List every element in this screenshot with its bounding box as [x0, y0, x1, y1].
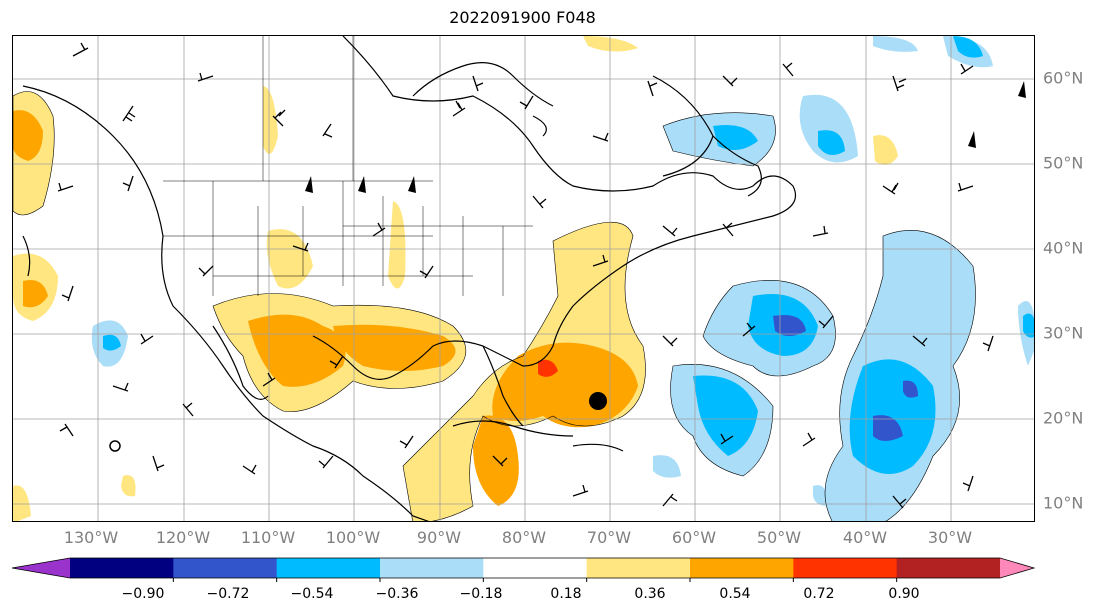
lon-label: 90°W	[416, 528, 462, 547]
coastlines	[22, 36, 797, 521]
map-panel	[12, 35, 1035, 522]
negative-anomaly-fill	[91, 36, 1034, 521]
gridlines	[13, 36, 1034, 521]
colorbar	[11, 557, 1036, 582]
colorbar-segment	[483, 558, 588, 578]
colorbar-segment	[896, 558, 1001, 578]
colorbar-segment	[173, 558, 278, 578]
lat-label: 60°N	[1043, 68, 1084, 88]
lon-label: 80°W	[501, 528, 547, 547]
lon-label: 70°W	[586, 528, 632, 547]
lon-label: 30°W	[927, 528, 973, 547]
lat-label: 10°N	[1043, 493, 1084, 513]
colorbar-segment	[380, 558, 484, 578]
colorbar-tick-label: −0.36	[375, 586, 419, 602]
colorbar-segment	[793, 558, 898, 578]
lat-label: 20°N	[1043, 408, 1084, 428]
colorbar-tick-label: 0.18	[550, 586, 582, 602]
lon-label: 110°W	[240, 528, 296, 547]
lon-label: 40°W	[842, 528, 888, 547]
colorbar-tick-label: −0.72	[206, 586, 250, 602]
lon-label: 120°W	[155, 528, 211, 547]
lat-label: 40°N	[1043, 238, 1084, 258]
colorbar-segment	[70, 558, 174, 578]
colorbar-tick-label: −0.54	[290, 586, 334, 602]
colorbar-outline	[11, 557, 1036, 579]
lon-label: 130°W	[63, 528, 119, 547]
map-canvas	[13, 36, 1034, 521]
map-title: 2022091900 F048	[449, 8, 596, 27]
colorbar-tick-label: 0.36	[634, 586, 666, 602]
colorbar-extend-high	[1000, 558, 1034, 578]
lon-label: 100°W	[325, 528, 381, 547]
storm-center-marker	[589, 392, 607, 410]
colorbar-segment	[690, 558, 794, 578]
colorbar-tick-label: 0.90	[888, 586, 920, 602]
colorbar-segment	[586, 558, 691, 578]
anomaly-contours	[13, 91, 976, 521]
colorbar-tick-label: −0.90	[121, 586, 165, 602]
lat-label: 50°N	[1043, 153, 1084, 173]
lon-label: 60°W	[671, 528, 717, 547]
positive-anomaly-fill	[13, 36, 898, 521]
lat-label: 30°N	[1043, 323, 1084, 343]
wind-barbs	[57, 42, 994, 509]
colorbar-tick-label: −0.18	[459, 586, 503, 602]
colorbar-segment	[276, 558, 381, 578]
lon-label: 50°W	[756, 528, 802, 547]
colorbar-tick-label: 0.54	[719, 586, 751, 602]
political-borders	[163, 36, 533, 296]
small-circle-marker	[109, 440, 121, 452]
colorbar-extend-low	[12, 558, 70, 578]
wind-pennants	[305, 81, 1026, 193]
colorbar-tick-label: 0.72	[803, 586, 835, 602]
